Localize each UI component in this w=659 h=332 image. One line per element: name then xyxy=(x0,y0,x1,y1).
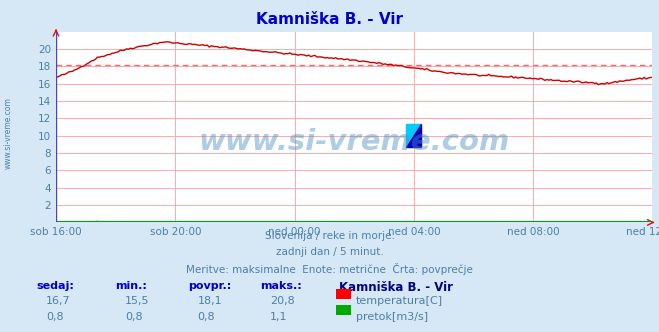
Text: 0,8: 0,8 xyxy=(125,312,143,322)
Text: maks.:: maks.: xyxy=(260,281,302,290)
Text: 0,8: 0,8 xyxy=(46,312,64,322)
Text: Kamniška B. - Vir: Kamniška B. - Vir xyxy=(256,12,403,27)
Text: 1,1: 1,1 xyxy=(270,312,288,322)
Text: 0,8: 0,8 xyxy=(198,312,215,322)
Text: povpr.:: povpr.: xyxy=(188,281,231,290)
Polygon shape xyxy=(407,124,421,147)
Text: zadnji dan / 5 minut.: zadnji dan / 5 minut. xyxy=(275,247,384,257)
Text: min.:: min.: xyxy=(115,281,147,290)
Text: 16,7: 16,7 xyxy=(46,296,71,306)
Text: pretok[m3/s]: pretok[m3/s] xyxy=(356,312,428,322)
Bar xyxy=(407,124,421,147)
Text: 18,1: 18,1 xyxy=(198,296,222,306)
Polygon shape xyxy=(407,124,421,147)
Text: www.si-vreme.com: www.si-vreme.com xyxy=(198,128,510,156)
Text: Meritve: maksimalne  Enote: metrične  Črta: povprečje: Meritve: maksimalne Enote: metrične Črta… xyxy=(186,263,473,275)
Text: 15,5: 15,5 xyxy=(125,296,150,306)
Text: Slovenija / reke in morje.: Slovenija / reke in morje. xyxy=(264,231,395,241)
Text: temperatura[C]: temperatura[C] xyxy=(356,296,443,306)
Text: www.si-vreme.com: www.si-vreme.com xyxy=(3,97,13,169)
Text: sedaj:: sedaj: xyxy=(36,281,74,290)
Text: 20,8: 20,8 xyxy=(270,296,295,306)
Text: Kamniška B. - Vir: Kamniška B. - Vir xyxy=(339,281,453,293)
